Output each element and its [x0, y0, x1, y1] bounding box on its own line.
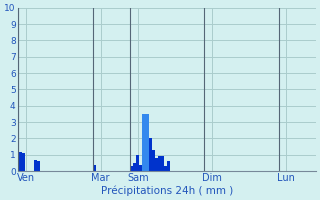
Bar: [133, 163, 136, 171]
Bar: [21, 153, 25, 171]
Bar: [167, 161, 170, 171]
Bar: [34, 160, 37, 171]
Bar: [139, 165, 142, 171]
Bar: [148, 138, 152, 171]
Bar: [146, 114, 148, 171]
Bar: [155, 158, 158, 171]
Bar: [164, 166, 167, 171]
Bar: [161, 156, 164, 171]
Bar: [158, 156, 161, 171]
X-axis label: Précipitations 24h ( mm ): Précipitations 24h ( mm ): [101, 185, 233, 196]
Bar: [152, 150, 155, 171]
Bar: [37, 161, 40, 171]
Bar: [142, 114, 146, 171]
Bar: [93, 165, 96, 171]
Bar: [19, 152, 21, 171]
Bar: [130, 166, 133, 171]
Bar: [136, 155, 139, 171]
